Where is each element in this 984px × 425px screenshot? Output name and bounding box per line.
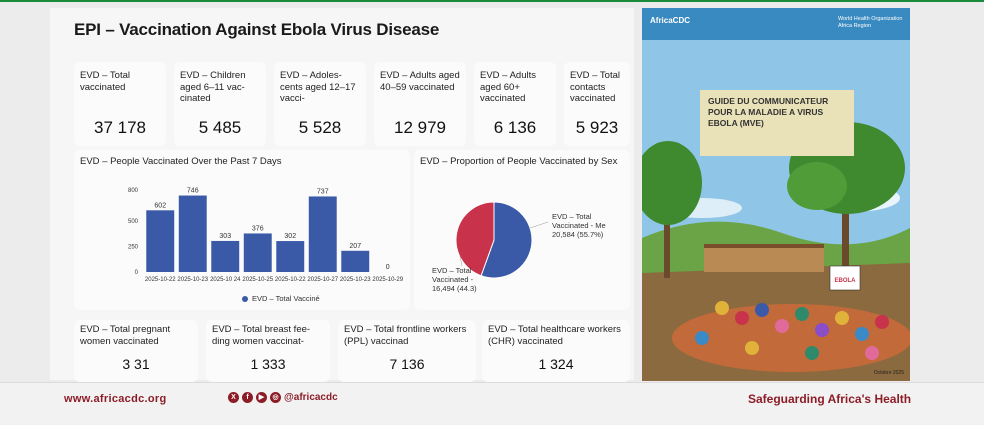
cover-banner: EBOLA xyxy=(835,278,857,284)
kpi-card-breastfeeding: EVD – Total breast fee- ding women vacci… xyxy=(206,320,330,382)
y-tick-label: 500 xyxy=(128,219,139,225)
footer-bar: www.africacdc.org X f ▶ ◎ @africacdc Saf… xyxy=(0,382,984,425)
pie-chart-panel: EVD – Proportion of People Vaccinated by… xyxy=(414,150,630,310)
pie-chart xyxy=(455,201,549,279)
instagram-icon[interactable]: ◎ xyxy=(270,392,281,403)
kpi-value: 1 333 xyxy=(250,356,286,372)
kpi-value: 5 528 xyxy=(298,118,342,137)
y-tick-label: 250 xyxy=(128,244,139,250)
pie-label-male: EVD – Total Vaccinated - Me 20,584 (55.7… xyxy=(552,212,606,239)
kpi-card-adults-60: EVD – Adults aged 60+ vaccinated 6 136 xyxy=(474,62,556,146)
kpi-label: EVD – Total contacts vaccinated xyxy=(570,70,620,104)
bar-value-label: 302 xyxy=(284,233,296,240)
y-tick-label: 800 xyxy=(128,188,139,194)
bar-value-label: 0 xyxy=(386,264,390,271)
social-handle[interactable]: @africacdc xyxy=(284,392,338,403)
kpi-label: EVD – Total vaccinated xyxy=(80,70,130,93)
kpi-label: EVD – Children aged 6–11 vac- cinated xyxy=(180,70,246,104)
cover-date: Octobre 2025 xyxy=(873,370,904,376)
kpi-value: 6 136 xyxy=(493,118,537,137)
kpi-label: EVD – Total frontline workers (PPL) vacc… xyxy=(344,324,467,347)
guide-cover-image: EBOLA AfricaCDC World Health Organizatio… xyxy=(642,8,910,381)
bar xyxy=(243,233,272,272)
pie-chart-title: EVD – Proportion of People Vaccinated by… xyxy=(420,156,618,167)
x-tick-label: 2025-10 24 xyxy=(210,277,241,283)
bar-value-label: 207 xyxy=(349,243,361,250)
kpi-label: EVD – Adults aged 40–59 vaccinated xyxy=(380,70,460,93)
top-accent-line xyxy=(0,0,984,2)
kpi-value: 1 324 xyxy=(538,356,574,372)
bar-value-label: 746 xyxy=(187,188,199,195)
footer-tagline: Safeguarding Africa's Health xyxy=(748,392,912,406)
cover-title: GUIDE DU COMMUNICATEUR POUR LA MALADIE A… xyxy=(700,90,854,156)
bar-chart-title: EVD – People Vaccinated Over the Past 7 … xyxy=(80,156,282,167)
bar xyxy=(211,240,240,272)
legend-label: EVD – Total Vacciné xyxy=(252,294,320,303)
website-link[interactable]: www.africacdc.org xyxy=(64,393,167,405)
kpi-card-children: EVD – Children aged 6–11 vac- cinated 5 … xyxy=(174,62,266,146)
youtube-icon[interactable]: ▶ xyxy=(256,392,267,403)
kpi-label: EVD – Adoles- cents aged 12–17 vacci- xyxy=(280,70,356,104)
bar-chart: 0 250 500 800 602 2025-10-22 746 2025-10-23 303 2… xyxy=(128,188,404,283)
pie-leader-line xyxy=(459,255,463,267)
bar xyxy=(276,241,305,272)
x-tick-label: 2025-10-23 xyxy=(340,277,371,283)
kpi-card-total: EVD – Total vaccinated 37 178 xyxy=(74,62,166,146)
kpi-card-contacts: EVD – Total contacts vaccinated 5 923 xyxy=(564,62,630,146)
cover-illustration: EBOLA xyxy=(642,8,910,381)
x-tick-label: 2025-10-22 xyxy=(145,277,176,283)
kpi-label: EVD – Total healthcare workers (CHR) vac… xyxy=(488,324,621,347)
bar-chart-legend: EVD – Total Vacciné xyxy=(242,294,320,303)
who-logo: World Health Organization Africa Region xyxy=(838,16,903,29)
x-tick-label: 2025-10-29 xyxy=(372,277,403,283)
bar xyxy=(308,196,337,272)
kpi-value: 3 31 xyxy=(122,356,150,372)
kpi-card-adults-40-59: EVD – Adults aged 40–59 vaccinated 12 97… xyxy=(374,62,466,146)
bar-value-label: 376 xyxy=(252,225,264,232)
pie-slice xyxy=(480,201,533,279)
bar xyxy=(146,210,175,272)
bar-value-label: 602 xyxy=(154,202,166,209)
bar xyxy=(178,195,207,272)
page-title: EPI – Vaccination Against Ebola Virus Di… xyxy=(74,20,440,39)
social-links: X f ▶ ◎ @africacdc xyxy=(228,392,338,403)
x-icon[interactable]: X xyxy=(228,392,239,403)
kpi-value: 5 485 xyxy=(198,118,242,137)
bar xyxy=(341,250,370,272)
kpi-value: 12 979 xyxy=(394,118,446,137)
kpi-value: 37 178 xyxy=(94,118,146,137)
bar-chart-panel: EVD – People Vaccinated Over the Past 7 … xyxy=(74,150,410,310)
x-tick-label: 2025-10-27 xyxy=(307,277,338,283)
bar-value-label: 303 xyxy=(219,233,231,240)
kpi-label: EVD – Adults aged 60+ vaccinated xyxy=(480,70,536,104)
pie-label-female: EVD – Total Vaccinated - 16,494 (44.3) xyxy=(432,266,477,293)
x-tick-label: 2025-10-23 xyxy=(177,277,208,283)
kpi-value: 7 136 xyxy=(389,356,425,372)
pie-slice xyxy=(455,201,495,277)
kpi-card-healthcare: EVD – Total healthcare workers (CHR) vac… xyxy=(482,320,630,382)
pie-leader-line xyxy=(529,221,549,229)
kpi-card-pregnant: EVD – Total pregnant women vaccinated 3 … xyxy=(74,320,198,382)
dashboard-slide: EPI – Vaccination Against Ebola Virus Di… xyxy=(50,8,634,382)
kpi-label: EVD – Total breast fee- ding women vacci… xyxy=(212,324,311,347)
kpi-card-adolescents: EVD – Adoles- cents aged 12–17 vacci- 5 … xyxy=(274,62,366,146)
x-tick-label: 2025-10-25 xyxy=(242,277,273,283)
x-tick-label: 2025-10-22 xyxy=(275,277,306,283)
kpi-value: 5 923 xyxy=(575,118,619,137)
kpi-label: EVD – Total pregnant women vaccinated xyxy=(80,324,171,347)
legend-swatch xyxy=(242,296,248,303)
facebook-icon[interactable]: f xyxy=(242,392,253,403)
kpi-card-frontline: EVD – Total frontline workers (PPL) vacc… xyxy=(338,320,476,382)
africacdc-logo: AfricaCDC xyxy=(650,16,691,25)
y-tick-label: 0 xyxy=(135,270,139,276)
bar-value-label: 737 xyxy=(317,188,329,195)
